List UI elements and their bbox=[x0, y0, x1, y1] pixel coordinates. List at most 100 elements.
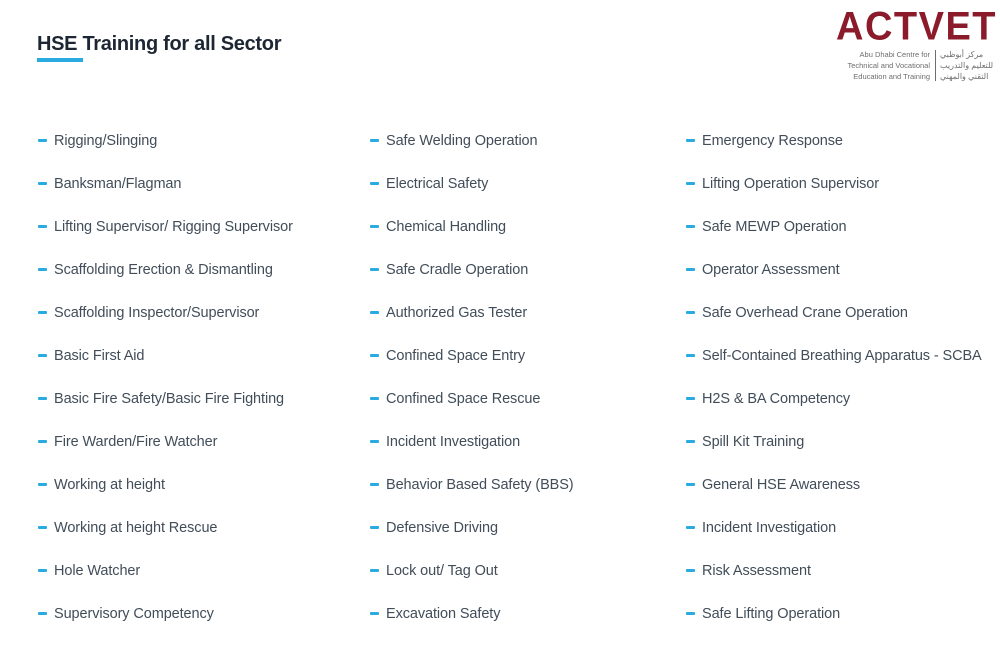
tagline-line: Education and Training bbox=[853, 72, 930, 81]
list-item: Spill Kit Training bbox=[686, 420, 982, 463]
course-label: Lock out/ Tag Out bbox=[386, 562, 498, 579]
course-label: Behavior Based Safety (BBS) bbox=[386, 476, 574, 493]
course-label: Basic First Aid bbox=[54, 347, 145, 364]
actvet-logo: ACTVET Abu Dhabi Centre for Technical an… bbox=[836, 6, 1000, 82]
list-item: General HSE Awareness bbox=[686, 463, 982, 506]
course-label: Operator Assessment bbox=[702, 261, 840, 278]
actvet-logo-tagline-ar: مركز أبوظبي للتعليم والتدريب التقني والم… bbox=[940, 49, 1000, 82]
course-label: Basic Fire Safety/Basic Fire Fighting bbox=[54, 390, 284, 407]
dash-bullet-icon bbox=[686, 225, 695, 228]
dash-bullet-icon bbox=[38, 483, 47, 486]
title-accent-underline bbox=[37, 58, 83, 62]
course-label: Chemical Handling bbox=[386, 218, 506, 235]
tagline-line-ar: للتعليم والتدريب bbox=[940, 61, 994, 70]
dash-bullet-icon bbox=[686, 612, 695, 615]
dash-bullet-icon bbox=[38, 440, 47, 443]
list-item: Defensive Driving bbox=[370, 506, 574, 549]
course-label: Banksman/Flagman bbox=[54, 175, 182, 192]
course-list-column-1: Rigging/Slinging Banksman/Flagman Liftin… bbox=[38, 119, 293, 635]
list-item: Safe Lifting Operation bbox=[686, 592, 982, 635]
course-label: Working at height Rescue bbox=[54, 519, 218, 536]
course-label: Safe Welding Operation bbox=[386, 132, 538, 149]
list-item: Working at height bbox=[38, 463, 293, 506]
course-label: Emergency Response bbox=[702, 132, 843, 149]
list-item: Scaffolding Inspector/Supervisor bbox=[38, 291, 293, 334]
tagline-line-ar: التقني والمهني bbox=[940, 72, 989, 81]
list-item: Behavior Based Safety (BBS) bbox=[370, 463, 574, 506]
dash-bullet-icon bbox=[686, 354, 695, 357]
dash-bullet-icon bbox=[38, 225, 47, 228]
list-item: Basic First Aid bbox=[38, 334, 293, 377]
course-label: Risk Assessment bbox=[702, 562, 811, 579]
actvet-logo-wordmark: ACTVET bbox=[836, 4, 997, 49]
list-item: Safe Cradle Operation bbox=[370, 248, 574, 291]
dash-bullet-icon bbox=[686, 397, 695, 400]
dash-bullet-icon bbox=[686, 483, 695, 486]
dash-bullet-icon bbox=[38, 354, 47, 357]
dash-bullet-icon bbox=[370, 139, 379, 142]
actvet-logo-subtext: Abu Dhabi Centre for Technical and Vocat… bbox=[836, 49, 1000, 82]
course-label: Fire Warden/Fire Watcher bbox=[54, 433, 218, 450]
list-item: Incident Investigation bbox=[686, 506, 982, 549]
list-item: Safe MEWP Operation bbox=[686, 205, 982, 248]
list-item: Chemical Handling bbox=[370, 205, 574, 248]
course-label: Supervisory Competency bbox=[54, 605, 214, 622]
dash-bullet-icon bbox=[370, 268, 379, 271]
course-label: Excavation Safety bbox=[386, 605, 501, 622]
dash-bullet-icon bbox=[370, 526, 379, 529]
course-label: Rigging/Slinging bbox=[54, 132, 158, 149]
course-list-column-2: Safe Welding Operation Electrical Safety… bbox=[370, 119, 574, 635]
dash-bullet-icon bbox=[686, 440, 695, 443]
list-item: Operator Assessment bbox=[686, 248, 982, 291]
course-label: Working at height bbox=[54, 476, 165, 493]
dash-bullet-icon bbox=[686, 268, 695, 271]
dash-bullet-icon bbox=[370, 612, 379, 615]
list-item: Incident Investigation bbox=[370, 420, 574, 463]
list-item: Excavation Safety bbox=[370, 592, 574, 635]
course-label: Spill Kit Training bbox=[702, 433, 805, 450]
logo-divider bbox=[935, 50, 936, 81]
list-item: Emergency Response bbox=[686, 119, 982, 162]
dash-bullet-icon bbox=[38, 397, 47, 400]
list-item: Scaffolding Erection & Dismantling bbox=[38, 248, 293, 291]
dash-bullet-icon bbox=[370, 182, 379, 185]
dash-bullet-icon bbox=[686, 311, 695, 314]
dash-bullet-icon bbox=[38, 569, 47, 572]
course-label: General HSE Awareness bbox=[702, 476, 861, 493]
course-label: Confined Space Entry bbox=[386, 347, 526, 364]
dash-bullet-icon bbox=[686, 526, 695, 529]
course-label: Authorized Gas Tester bbox=[386, 304, 528, 321]
course-label: Self-Contained Breathing Apparatus - SCB… bbox=[702, 347, 982, 364]
course-label: Electrical Safety bbox=[386, 175, 489, 192]
course-label: Lifting Operation Supervisor bbox=[702, 175, 879, 192]
dash-bullet-icon bbox=[370, 440, 379, 443]
course-label: Incident Investigation bbox=[702, 519, 837, 536]
dash-bullet-icon bbox=[370, 311, 379, 314]
course-label: Confined Space Rescue bbox=[386, 390, 541, 407]
list-item: Confined Space Rescue bbox=[370, 377, 574, 420]
list-item: Supervisory Competency bbox=[38, 592, 293, 635]
course-label: Scaffolding Erection & Dismantling bbox=[54, 261, 273, 278]
list-item: Lifting Supervisor/ Rigging Supervisor bbox=[38, 205, 293, 248]
course-label: Safe Overhead Crane Operation bbox=[702, 304, 908, 321]
dash-bullet-icon bbox=[38, 139, 47, 142]
course-label: H2S & BA Competency bbox=[702, 390, 851, 407]
tagline-line-ar: مركز أبوظبي bbox=[940, 50, 984, 59]
list-item: Working at height Rescue bbox=[38, 506, 293, 549]
course-label: Safe Lifting Operation bbox=[702, 605, 841, 622]
dash-bullet-icon bbox=[38, 526, 47, 529]
list-item: Lock out/ Tag Out bbox=[370, 549, 574, 592]
list-item: Safe Overhead Crane Operation bbox=[686, 291, 982, 334]
course-label: Incident Investigation bbox=[386, 433, 521, 450]
course-label: Scaffolding Inspector/Supervisor bbox=[54, 304, 260, 321]
course-label: Safe MEWP Operation bbox=[702, 218, 847, 235]
dash-bullet-icon bbox=[370, 397, 379, 400]
list-item: Basic Fire Safety/Basic Fire Fighting bbox=[38, 377, 293, 420]
dash-bullet-icon bbox=[38, 268, 47, 271]
list-item: Electrical Safety bbox=[370, 162, 574, 205]
dash-bullet-icon bbox=[686, 569, 695, 572]
list-item: Lifting Operation Supervisor bbox=[686, 162, 982, 205]
list-item: Fire Warden/Fire Watcher bbox=[38, 420, 293, 463]
list-item: Hole Watcher bbox=[38, 549, 293, 592]
dash-bullet-icon bbox=[370, 569, 379, 572]
